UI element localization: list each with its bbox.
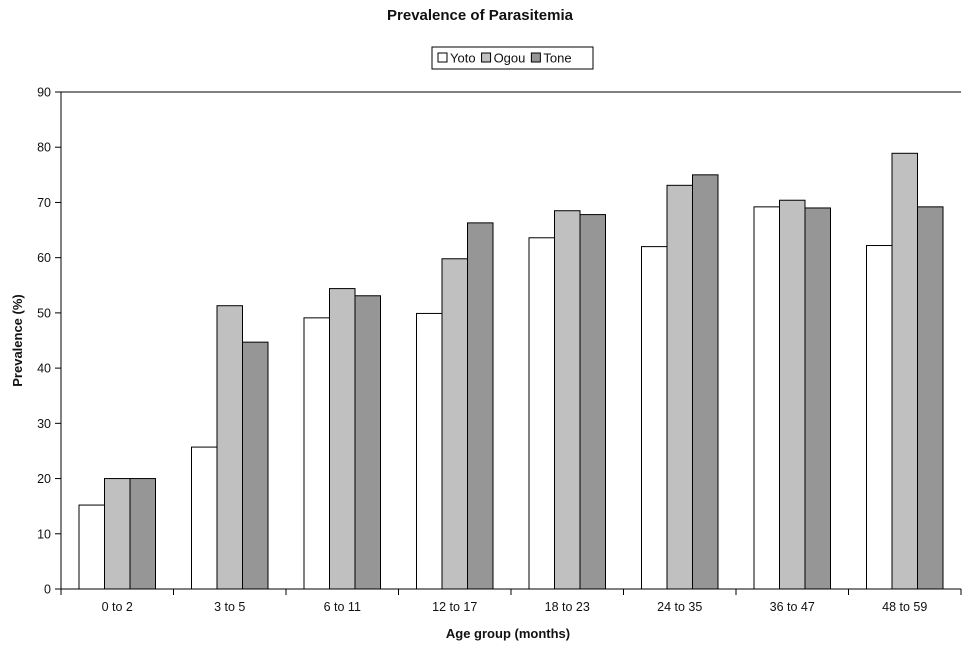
x-tick-label: 6 to 11 <box>324 600 361 614</box>
legend-label-ogou: Ogou <box>494 51 526 66</box>
bar-ogou <box>216 305 243 590</box>
bar-yoto <box>303 317 330 590</box>
bar-ogou <box>329 288 356 590</box>
bar-tone <box>129 478 156 590</box>
x-tick-label: 36 to 47 <box>770 600 815 614</box>
legend-label-tone: Tone <box>543 51 571 66</box>
bar-ogou <box>441 258 468 590</box>
bar-tone <box>917 206 944 590</box>
bar-tone <box>354 295 381 590</box>
plot-area: 0 10 20 30 40 50 60 70 80 90 0 to 2 3 to 5 6 to 11 1… <box>37 86 962 614</box>
bar-tone <box>467 222 494 590</box>
y-axis-title: Prevalence (%) <box>10 294 25 387</box>
bar-ogou <box>554 210 581 590</box>
y-tick-label: 0 <box>44 583 51 597</box>
bar-tone <box>242 341 269 590</box>
x-tick-label: 48 to 59 <box>882 600 927 614</box>
bar-yoto <box>191 446 218 590</box>
y-tick-label: 30 <box>37 417 51 431</box>
x-tick-label: 3 to 5 <box>214 600 245 614</box>
bar-yoto <box>641 246 668 590</box>
chart-title: Prevalence of Parasitemia <box>387 7 574 24</box>
x-axis-title: Age group (months) <box>446 626 570 641</box>
y-tick-label: 20 <box>37 472 51 486</box>
chart-legend: Yoto Ogou Tone <box>431 46 594 70</box>
legend-swatch-ogou <box>481 52 492 63</box>
y-tick-label: 90 <box>37 86 51 100</box>
bar-yoto <box>753 206 780 590</box>
bars-group <box>78 152 944 590</box>
y-tick-label: 40 <box>37 362 51 376</box>
legend-label-yoto: Yoto <box>450 51 476 66</box>
legend-swatch-tone <box>530 52 541 63</box>
bar-ogou <box>779 199 806 590</box>
bar-ogou <box>666 184 693 590</box>
y-tick-label: 70 <box>37 196 51 210</box>
x-tick-label: 18 to 23 <box>545 600 590 614</box>
x-tick-label: 12 to 17 <box>432 600 477 614</box>
x-tick-label: 0 to 2 <box>102 600 133 614</box>
y-tick-label: 80 <box>37 141 51 155</box>
x-tick-label: 24 to 35 <box>657 600 702 614</box>
bar-ogou <box>891 152 918 590</box>
bar-ogou <box>104 478 131 590</box>
bar-tone <box>579 214 606 590</box>
y-tick-label: 10 <box>37 527 51 541</box>
bar-yoto <box>78 504 105 590</box>
bar-yoto <box>528 237 555 590</box>
x-axis-ticks: 0 to 2 3 to 5 6 to 11 12 to 17 18 to 23 24 to… <box>60 589 962 614</box>
bar-yoto <box>416 312 443 590</box>
y-axis-ticks: 0 10 20 30 40 50 60 70 80 90 <box>37 86 61 597</box>
legend-swatch-yoto <box>437 52 448 63</box>
y-tick-label: 50 <box>37 306 51 320</box>
legend-frame <box>431 46 594 70</box>
bar-tone <box>804 207 831 590</box>
y-tick-label: 60 <box>37 251 51 265</box>
bar-yoto <box>866 245 893 590</box>
bar-tone <box>692 174 719 590</box>
